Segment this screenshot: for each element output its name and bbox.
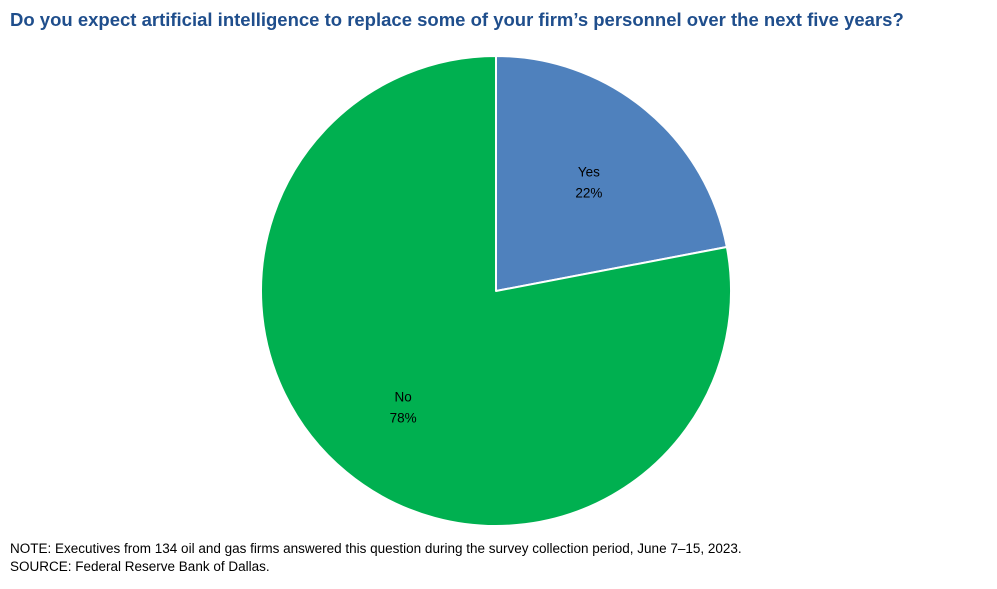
note-text: NOTE: Executives from 134 oil and gas fi…	[10, 541, 742, 556]
pie-labels: Yes 22% No 78%	[390, 165, 603, 426]
slice-label-no: No	[394, 389, 411, 404]
footnotes: NOTE: Executives from 134 oil and gas fi…	[10, 540, 985, 576]
chart-title: Do you expect artificial intelligence to…	[10, 9, 904, 30]
slice-label-yes: Yes	[578, 165, 600, 180]
pie-slice-yes	[495, 55, 728, 292]
slice-value-yes: 22%	[575, 186, 602, 201]
pie-slice-no	[260, 55, 732, 527]
pie-slices	[260, 55, 732, 527]
source-text: SOURCE: Federal Reserve Bank of Dallas.	[10, 559, 270, 574]
slice-value-no: 78%	[390, 410, 417, 425]
